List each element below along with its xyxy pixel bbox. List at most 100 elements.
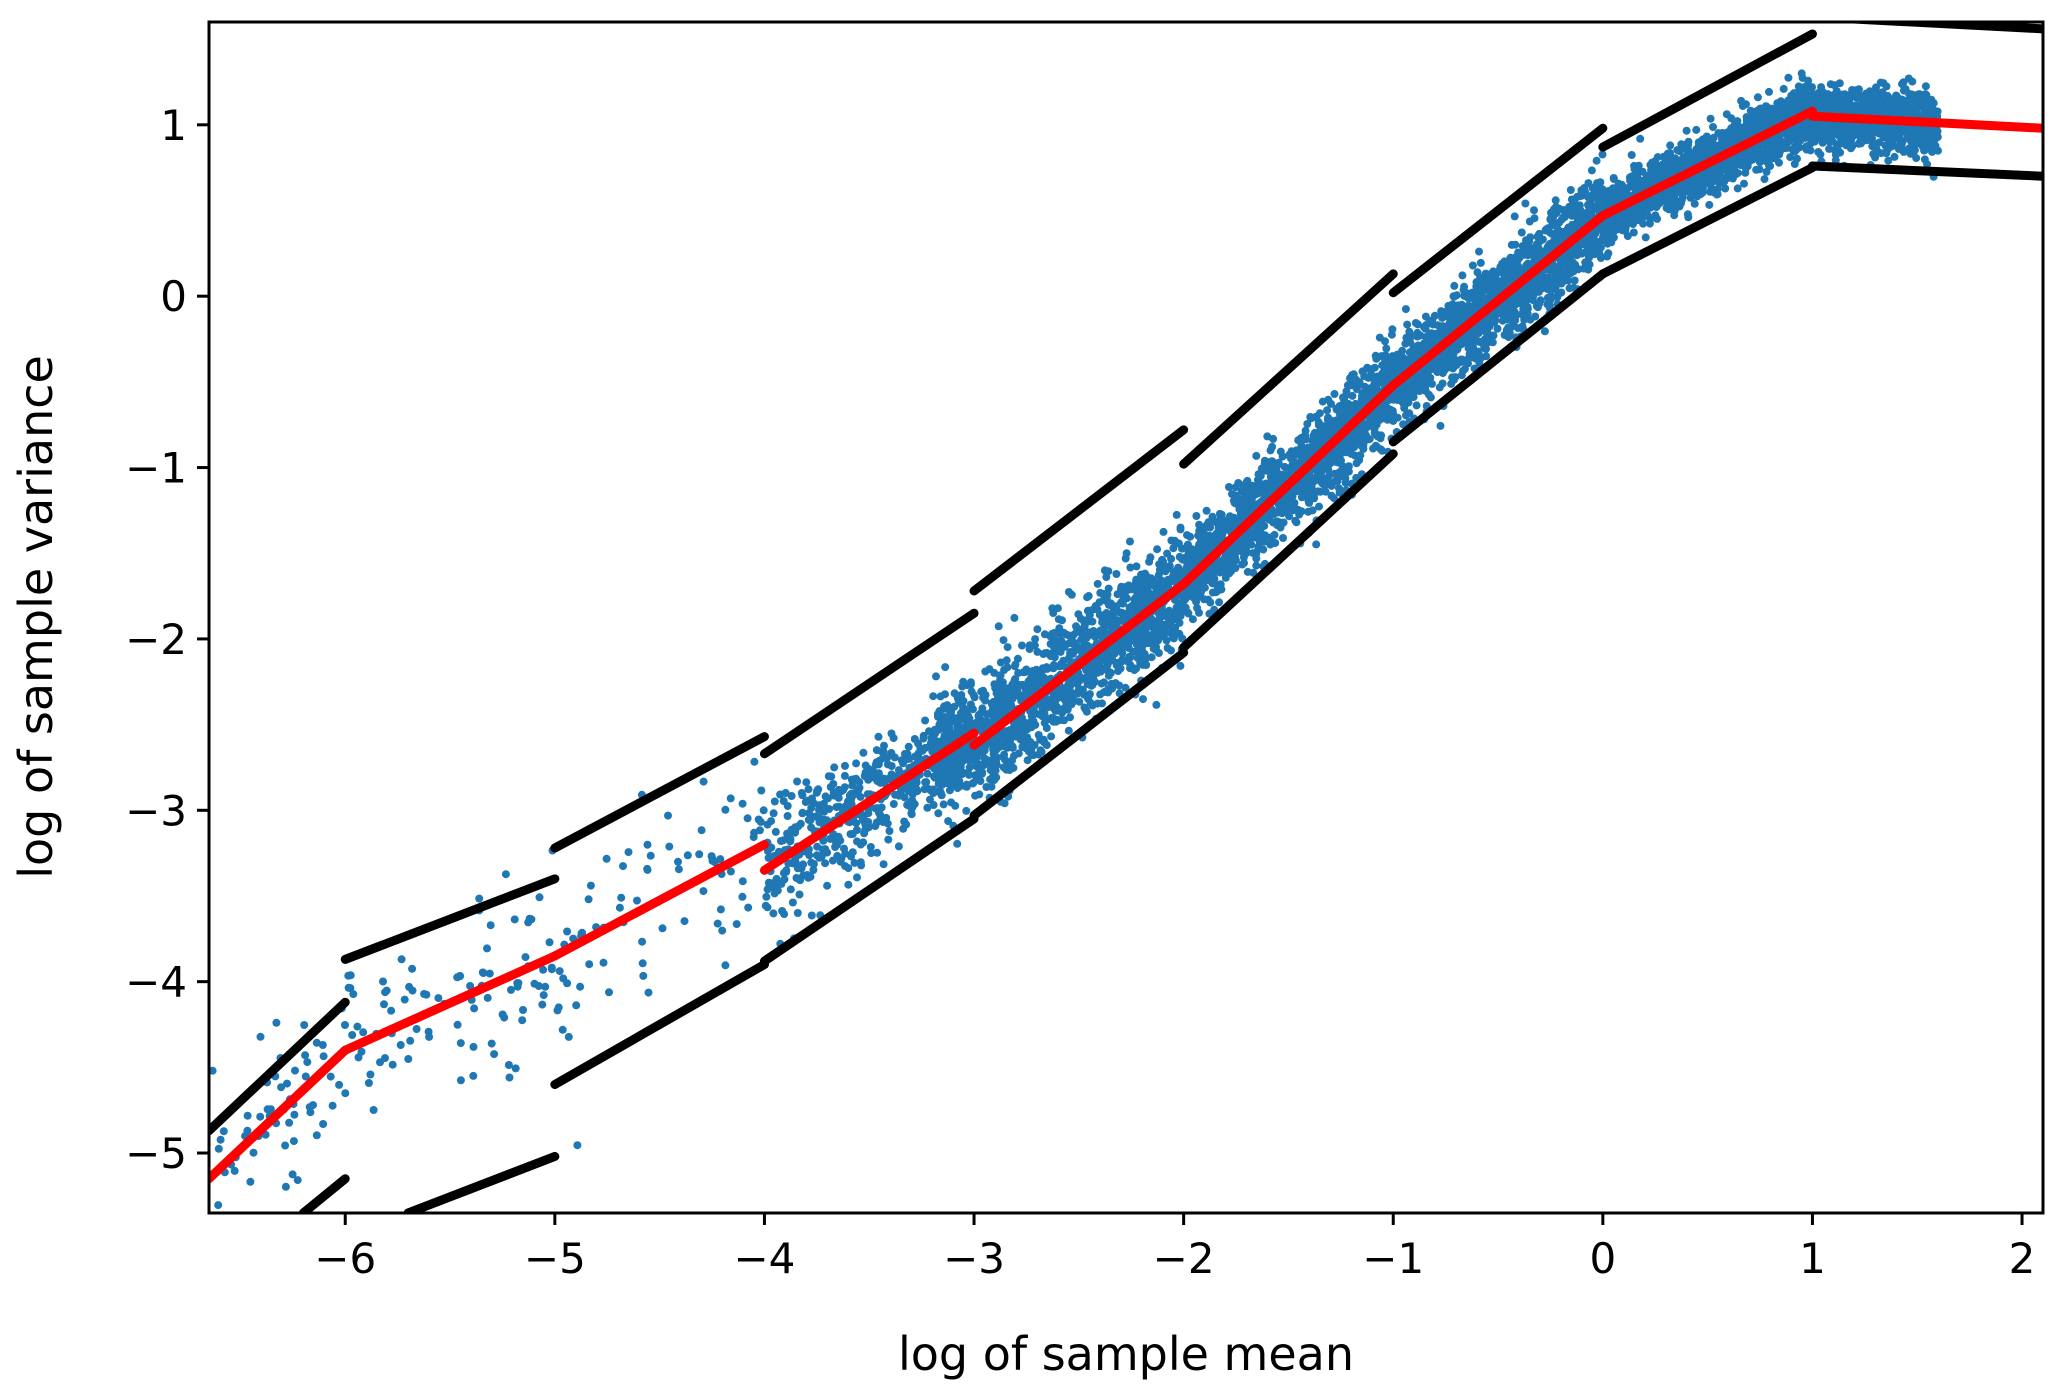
scatter-point	[850, 858, 859, 867]
scatter-point	[899, 824, 908, 833]
scatter-point	[674, 865, 683, 874]
scatter-point	[381, 1054, 389, 1063]
scatter-point	[1775, 158, 1783, 167]
scatter-point	[1162, 636, 1171, 645]
scatter-point	[829, 780, 838, 788]
scatter-point	[1064, 588, 1073, 596]
scatter-point	[956, 768, 965, 777]
scatter-point	[303, 1058, 312, 1067]
scatter-point	[1921, 82, 1930, 91]
scatter-point	[1603, 239, 1612, 248]
scatter-point	[1762, 167, 1771, 176]
scatter-point	[894, 842, 903, 851]
scatter-point	[813, 842, 822, 851]
scatter-point	[349, 990, 358, 999]
scatter-point	[1033, 625, 1042, 634]
scatter-point	[209, 1066, 217, 1075]
scatter-point	[664, 811, 672, 820]
scatter-point	[1315, 502, 1323, 511]
scatter-point	[1363, 363, 1372, 372]
scatter-point	[1047, 732, 1056, 741]
scatter-point	[1049, 661, 1058, 669]
scatter-point	[1279, 534, 1287, 542]
scatter-point	[281, 1182, 290, 1191]
scatter-point	[929, 692, 938, 701]
scatter-point	[1170, 536, 1179, 545]
scatter-point	[599, 958, 608, 967]
scatter-point	[1064, 726, 1073, 735]
scatter-point	[929, 801, 938, 809]
scatter-point	[680, 917, 689, 926]
scatter-point	[1152, 700, 1161, 709]
scatter-point	[511, 1064, 520, 1073]
scatter-point	[1899, 86, 1908, 95]
scatter-point	[354, 1053, 363, 1062]
scatter-point	[764, 853, 773, 862]
scatter-point	[1176, 661, 1185, 670]
scatter-point	[864, 818, 873, 826]
scatter-point	[406, 1036, 415, 1045]
scatter-point	[1705, 200, 1714, 209]
scatter-point	[1420, 323, 1429, 332]
scatter-point	[564, 1032, 573, 1041]
scatter-point	[1879, 79, 1888, 88]
scatter-point	[466, 982, 475, 990]
scatter-point	[979, 717, 988, 726]
scatter-point	[341, 1021, 349, 1029]
scatter-point	[1312, 540, 1321, 549]
scatter-point	[973, 763, 982, 771]
scatter-point	[1091, 633, 1100, 642]
scatter-point	[420, 990, 429, 998]
scatter-point	[400, 995, 409, 1004]
scatter-point	[1412, 401, 1421, 410]
scatter-point	[576, 982, 585, 991]
scatter-point	[289, 1137, 298, 1146]
scatter-point	[1259, 545, 1268, 554]
scatter-point	[852, 759, 861, 768]
scatter-point	[1797, 86, 1806, 95]
scatter-point	[1072, 628, 1081, 636]
scatter-point	[1003, 663, 1012, 672]
scatter-point	[990, 680, 999, 689]
scatter-point	[1195, 520, 1204, 529]
scatter-point	[1042, 724, 1051, 733]
scatter-point	[1641, 233, 1650, 242]
scatter-point	[939, 800, 948, 809]
scatter-point	[786, 885, 795, 894]
scatter-point	[301, 1072, 310, 1081]
scatter-point	[1603, 252, 1612, 261]
scatter-point	[1314, 418, 1323, 427]
scatter-point	[1122, 549, 1131, 558]
scatter-point	[214, 1144, 223, 1153]
scatter-point	[1093, 699, 1102, 708]
scatter-point	[1200, 583, 1209, 592]
scatter-point	[1639, 219, 1648, 228]
scatter-point	[1727, 114, 1736, 123]
scatter-point	[695, 850, 704, 859]
scatter-point	[1252, 561, 1261, 570]
scatter-point	[962, 806, 971, 815]
scatter-point	[586, 881, 595, 890]
scatter-point	[483, 944, 491, 953]
scatter-point	[721, 805, 730, 814]
scatter-point	[346, 971, 355, 980]
scatter-point	[999, 636, 1008, 645]
scatter-point	[1530, 206, 1538, 215]
scatter-point	[951, 801, 960, 810]
scatter-point	[558, 1025, 567, 1034]
scatter-point	[1175, 618, 1184, 627]
scatter-point	[490, 1050, 499, 1059]
scatter-point	[1385, 367, 1394, 375]
scatter-point	[1225, 483, 1233, 491]
scatter-point	[757, 786, 766, 795]
scatter-point	[514, 979, 523, 988]
scatter-point	[1099, 664, 1108, 673]
scatter-point	[755, 826, 764, 835]
scatter-point	[1438, 379, 1447, 388]
scatter-point	[1003, 643, 1012, 652]
scatter-point	[1000, 799, 1009, 808]
scatter-point	[469, 1071, 478, 1080]
scatter-point	[1581, 258, 1590, 267]
scatter-point	[779, 836, 788, 845]
